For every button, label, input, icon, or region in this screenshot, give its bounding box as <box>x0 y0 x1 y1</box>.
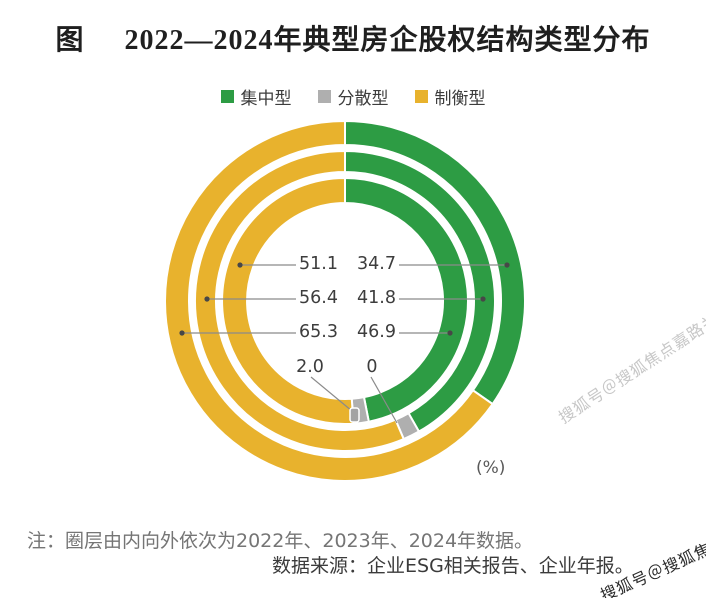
data-source: 数据来源：企业ESG相关报告、企业年报。 <box>272 555 634 577</box>
leader-concentrated-2024-dot <box>504 262 510 268</box>
value-label-balanced-2022: 51.1 <box>299 254 338 274</box>
leader-concentrated-2022-dot <box>447 330 453 336</box>
legend-label-dispersed: 分散型 <box>337 89 389 109</box>
chart-legend: 集中型 分散型 制衡型 <box>0 84 706 109</box>
ring-2022-segment-制衡型 <box>221 176 355 425</box>
legend-label-concentrated: 集中型 <box>240 89 292 109</box>
value-label-concentrated-2022: 46.9 <box>357 322 396 342</box>
leader-balanced-2023-dot <box>204 296 210 302</box>
legend-item-concentrated: 集中型 <box>220 84 292 109</box>
value-label-concentrated-2023: 41.8 <box>357 288 396 308</box>
chart-title-text: 2022—2024年典型房企股权结构类型分布 <box>124 25 651 56</box>
legend-item-balanced: 制衡型 <box>414 84 486 109</box>
legend-swatch-concentrated <box>220 90 234 103</box>
leader-concentrated-2023-dot <box>480 296 486 302</box>
legend-item-dispersed: 分散型 <box>317 84 389 109</box>
legend-swatch-balanced <box>414 90 428 103</box>
value-label-balanced-2024: 65.3 <box>299 322 338 342</box>
legend-swatch-dispersed <box>317 90 331 103</box>
ring-2023-segment-制衡型 <box>194 149 406 452</box>
footnote: 注：圈层由内向外依次为2022年、2023年、2024年数据。 <box>27 530 534 552</box>
dispersed-2022-marker <box>349 407 360 423</box>
percent-unit-label: (%) <box>476 458 506 478</box>
leader-dispersed-2024 <box>370 376 398 424</box>
leader-dispersed-2022 <box>310 376 353 412</box>
value-label-dispersed-2024: 0 <box>366 357 378 377</box>
value-label-dispersed-2022: 2.0 <box>296 357 324 377</box>
legend-label-balanced: 制衡型 <box>434 89 486 109</box>
leader-balanced-2024-dot <box>179 330 185 336</box>
ring-2024-segment-制衡型 <box>164 119 494 482</box>
value-label-balanced-2023: 56.4 <box>299 288 338 308</box>
value-label-concentrated-2024: 34.7 <box>357 254 396 274</box>
figure-label: 图 <box>55 25 85 56</box>
leader-balanced-2022-dot <box>237 262 243 268</box>
chart-title: 图 2022—2024年典型房企股权结构类型分布 <box>0 18 706 58</box>
